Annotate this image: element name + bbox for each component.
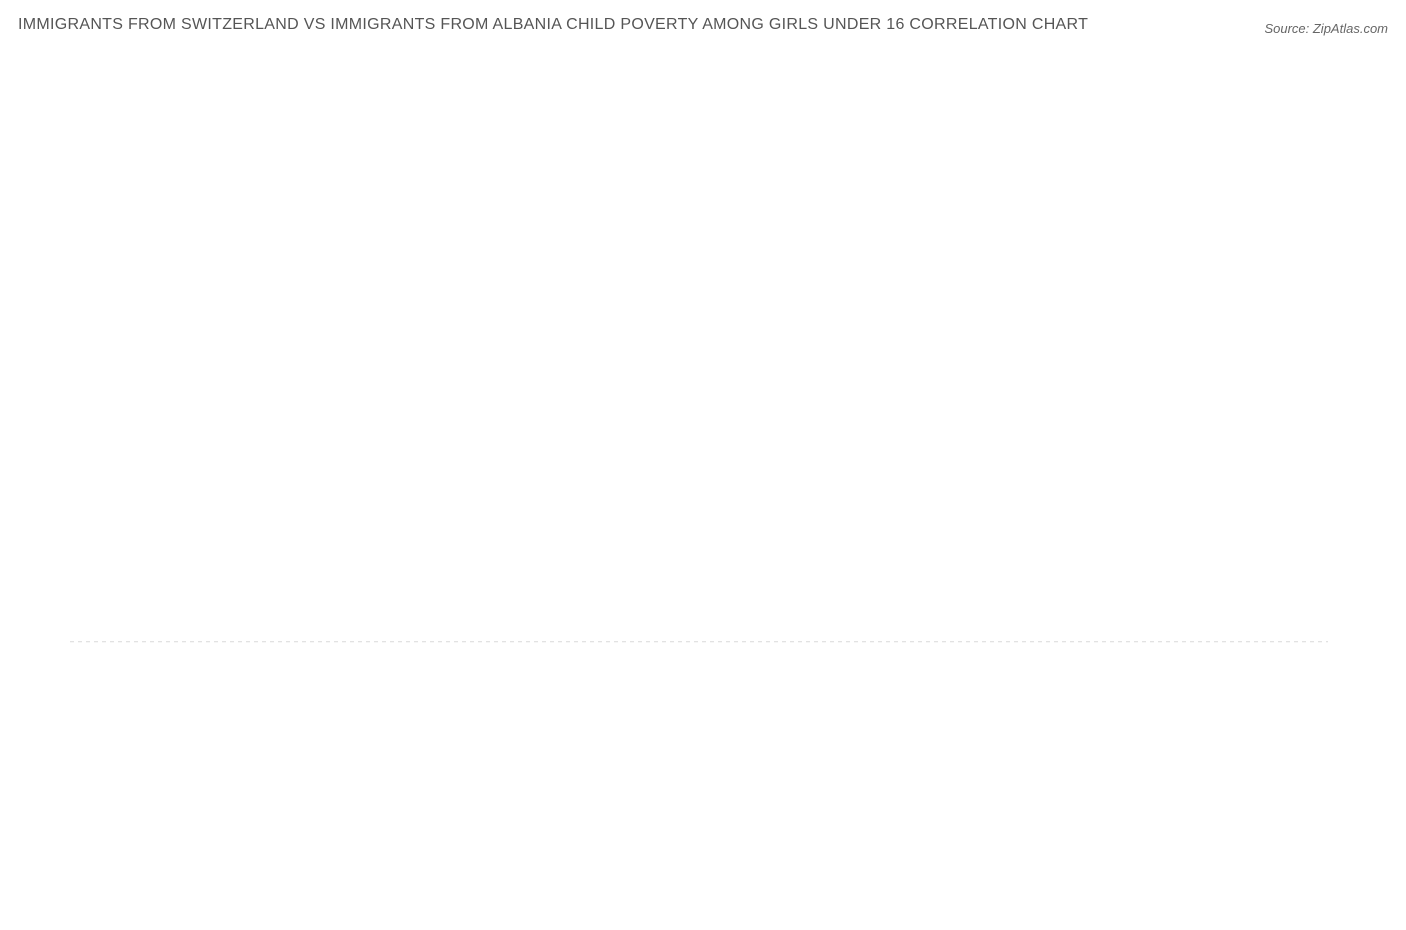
scatter-chart bbox=[18, 42, 1388, 872]
source-attribution: Source: ZipAtlas.com bbox=[1264, 21, 1388, 36]
header-row: IMMIGRANTS FROM SWITZERLAND VS IMMIGRANT… bbox=[18, 14, 1388, 36]
chart-svg bbox=[18, 42, 1388, 872]
chart-title: IMMIGRANTS FROM SWITZERLAND VS IMMIGRANT… bbox=[18, 14, 1088, 36]
